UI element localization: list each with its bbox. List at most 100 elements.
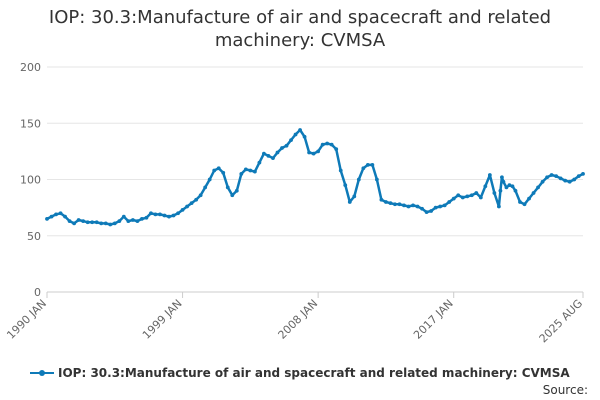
data-point[interactable] <box>311 151 316 156</box>
data-point[interactable] <box>469 193 474 198</box>
data-point[interactable] <box>316 149 321 154</box>
data-point[interactable] <box>225 185 230 190</box>
data-point[interactable] <box>356 177 361 182</box>
data-point[interactable] <box>216 166 221 171</box>
data-point[interactable] <box>76 218 81 222</box>
data-point[interactable] <box>298 128 302 132</box>
data-point[interactable] <box>329 142 334 147</box>
data-point[interactable] <box>501 179 506 184</box>
data-point[interactable] <box>352 194 357 199</box>
data-point[interactable] <box>275 150 280 155</box>
data-point[interactable] <box>108 222 113 227</box>
data-point[interactable] <box>415 204 420 209</box>
data-point[interactable] <box>438 204 443 209</box>
data-point[interactable] <box>198 193 203 198</box>
data-point[interactable] <box>144 215 149 220</box>
data-point[interactable] <box>121 214 126 219</box>
data-point[interactable] <box>451 196 456 201</box>
data-point[interactable] <box>81 219 86 224</box>
data-point[interactable] <box>99 221 104 226</box>
data-point[interactable] <box>72 221 77 226</box>
data-point[interactable] <box>554 174 559 179</box>
data-point[interactable] <box>433 205 438 210</box>
data-point[interactable] <box>460 195 465 200</box>
data-point[interactable] <box>130 218 135 222</box>
data-point[interactable] <box>397 202 402 207</box>
data-point[interactable] <box>424 210 429 215</box>
data-point[interactable] <box>522 202 527 207</box>
data-point[interactable] <box>447 200 452 204</box>
data-point[interactable] <box>171 213 176 218</box>
data-point[interactable] <box>558 176 563 181</box>
data-point[interactable] <box>513 188 518 193</box>
data-point[interactable] <box>420 206 424 211</box>
data-point[interactable] <box>518 200 522 204</box>
data-point[interactable] <box>248 168 253 173</box>
data-point[interactable] <box>406 204 411 209</box>
legend-item[interactable]: IOP: 30.3:Manufacture of air and spacecr… <box>30 366 570 380</box>
data-point[interactable] <box>212 168 217 173</box>
data-point[interactable] <box>180 207 185 212</box>
data-point[interactable] <box>153 212 158 217</box>
data-point[interactable] <box>531 191 536 195</box>
data-point[interactable] <box>252 169 257 174</box>
data-point[interactable] <box>361 166 366 171</box>
data-point[interactable] <box>280 146 284 150</box>
data-point[interactable] <box>194 197 199 202</box>
data-point[interactable] <box>293 132 298 137</box>
data-point[interactable] <box>393 202 397 207</box>
data-point[interactable] <box>271 156 275 161</box>
data-point[interactable] <box>234 188 239 193</box>
data-point[interactable] <box>540 179 545 184</box>
data-point[interactable] <box>320 142 325 147</box>
data-point[interactable] <box>581 171 585 176</box>
data-point[interactable] <box>567 179 572 184</box>
data-point[interactable] <box>257 160 262 165</box>
data-point[interactable] <box>492 191 497 195</box>
data-point[interactable] <box>117 219 122 224</box>
data-point[interactable] <box>465 194 470 199</box>
data-point[interactable] <box>338 168 343 173</box>
data-point[interactable] <box>504 185 509 190</box>
data-point[interactable] <box>103 221 108 226</box>
data-point[interactable] <box>167 214 171 219</box>
data-point[interactable] <box>374 177 379 182</box>
data-point[interactable] <box>474 191 479 195</box>
data-point[interactable] <box>58 211 63 216</box>
data-point[interactable] <box>207 177 212 182</box>
data-point[interactable] <box>456 193 461 198</box>
data-point[interactable] <box>45 216 49 221</box>
data-point[interactable] <box>334 147 339 152</box>
data-point[interactable] <box>176 211 180 216</box>
data-point[interactable] <box>112 221 117 226</box>
data-point[interactable] <box>266 153 271 158</box>
data-point[interactable] <box>483 184 488 189</box>
data-point[interactable] <box>54 212 58 217</box>
data-point[interactable] <box>162 213 167 218</box>
data-point[interactable] <box>510 184 515 189</box>
data-point[interactable] <box>536 185 540 190</box>
data-point[interactable] <box>365 162 370 167</box>
data-point[interactable] <box>384 200 388 204</box>
data-point[interactable] <box>185 204 189 209</box>
data-point[interactable] <box>497 204 501 209</box>
data-point[interactable] <box>545 175 550 180</box>
data-point[interactable] <box>85 220 90 225</box>
data-point[interactable] <box>126 219 131 224</box>
data-point[interactable] <box>67 219 72 224</box>
data-point[interactable] <box>63 214 67 219</box>
data-point[interactable] <box>572 177 577 182</box>
data-point[interactable] <box>49 214 54 219</box>
data-point[interactable] <box>429 209 434 213</box>
data-point[interactable] <box>347 200 352 204</box>
data-point[interactable] <box>158 212 162 217</box>
data-point[interactable] <box>149 211 153 216</box>
data-point[interactable] <box>343 183 348 188</box>
data-point[interactable] <box>388 201 393 206</box>
data-point[interactable] <box>527 196 531 201</box>
data-point[interactable] <box>442 203 447 208</box>
data-point[interactable] <box>239 171 244 176</box>
data-point[interactable] <box>379 197 384 202</box>
data-point[interactable] <box>139 216 144 221</box>
data-point[interactable] <box>478 195 483 200</box>
